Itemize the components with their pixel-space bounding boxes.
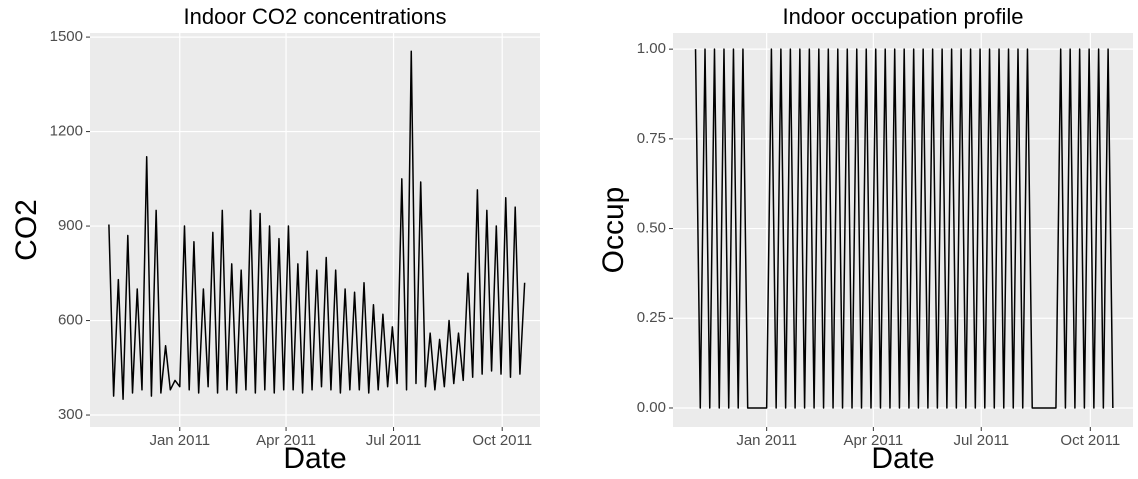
y-tick-label: 0.00 (637, 399, 666, 416)
x-tick-label: Jan 2011 (149, 432, 210, 449)
y-tick-label: 1500 (50, 28, 83, 45)
y-tick-label: 900 (58, 217, 83, 234)
y-tick-label: 600 (58, 312, 83, 329)
x-tick-label: Oct 2011 (472, 432, 532, 449)
chart-title: Indoor occupation profile (783, 4, 1024, 29)
x-tick-label: Apr 2011 (256, 432, 316, 449)
y-tick-label: 1.00 (637, 40, 666, 57)
x-axis-title: Date (871, 442, 934, 475)
y-tick-label: 0.50 (637, 220, 666, 237)
y-tick-label: 1200 (50, 123, 83, 140)
x-tick-label: Jan 2011 (736, 432, 797, 449)
panel: 300 600 900 1200 1500 Jan 2011 Apr 2011 Jul 201… (10, 4, 540, 475)
plot-background (90, 33, 540, 427)
y-axis-title: CO2 (10, 199, 43, 261)
y-tick-label: 0.25 (637, 309, 666, 326)
chart-title: Indoor CO2 concentrations (184, 4, 447, 29)
y-axis-title: Occup (597, 187, 630, 274)
panel: 0.00 0.25 0.50 0.75 1.00 Jan 2011 Apr 2011 Jul … (597, 4, 1133, 475)
x-axis-title: Date (283, 442, 346, 475)
x-tick-label: Oct 2011 (1060, 432, 1120, 449)
x-tick-label: Apr 2011 (843, 432, 903, 449)
data-line (108, 50, 526, 401)
y-tick-label: 0.75 (637, 130, 666, 147)
x-tick-label: Jul 2011 (366, 432, 422, 449)
y-tick-label: 300 (58, 406, 83, 423)
x-tick-label: Jul 2011 (953, 432, 1009, 449)
data-line (694, 48, 1114, 409)
